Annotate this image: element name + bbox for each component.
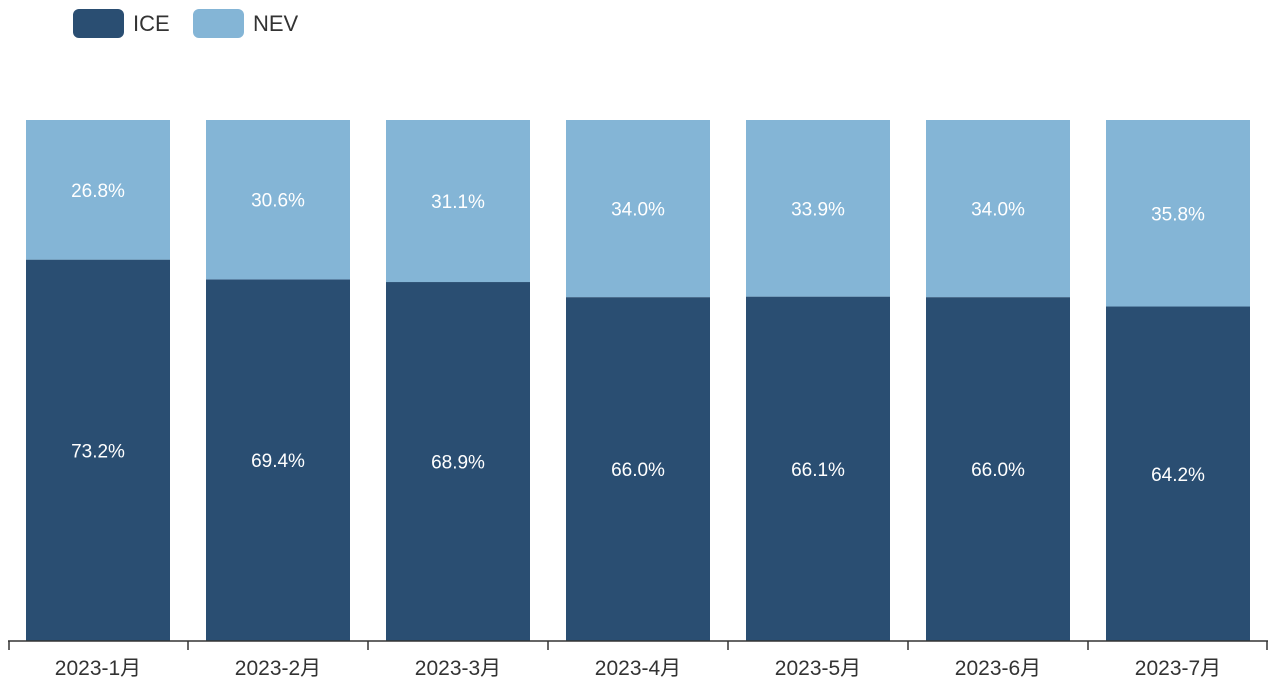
bar-ice-5[interactable]	[746, 296, 890, 641]
x-tick-label-6: 2023-6月	[955, 657, 1041, 680]
bar-nev-2[interactable]	[206, 120, 350, 280]
data-label-ice-6: 66.0%	[971, 460, 1025, 481]
data-label-nev-2: 30.6%	[251, 191, 305, 212]
bar-nev-7[interactable]	[1106, 120, 1250, 307]
data-label-ice-2: 69.4%	[251, 451, 305, 472]
x-tick-label-2: 2023-2月	[235, 657, 321, 680]
data-label-nev-5: 33.9%	[791, 199, 845, 220]
legend-item-ice[interactable]: ICE	[73, 9, 170, 38]
data-label-nev-1: 26.8%	[71, 181, 125, 202]
legend-swatch-ice	[73, 9, 124, 38]
bar-ice-6[interactable]	[926, 297, 1070, 641]
legend-label-nev: NEV	[253, 11, 299, 36]
data-label-ice-3: 68.9%	[431, 453, 485, 474]
bar-nev-4[interactable]	[566, 120, 710, 298]
legend-label-ice: ICE	[133, 11, 170, 36]
data-label-nev-3: 31.1%	[431, 192, 485, 213]
bar-ice-2[interactable]	[206, 279, 350, 641]
x-tick-label-1: 2023-1月	[55, 657, 141, 680]
bar-ice-7[interactable]	[1106, 306, 1250, 641]
x-tick-label-3: 2023-3月	[415, 657, 501, 680]
bar-ice-3[interactable]	[386, 282, 530, 641]
bar-nev-5[interactable]	[746, 120, 890, 297]
data-label-nev-4: 34.0%	[611, 200, 665, 221]
x-axis: 2023-1月 2023-2月 2023-3月 2023-4月 2023-5月 2023-…	[8, 640, 1268, 680]
bar-nev-6[interactable]	[926, 120, 1070, 298]
data-label-ice-7: 64.2%	[1151, 465, 1205, 486]
data-label-ice-1: 73.2%	[71, 441, 125, 462]
x-tick-label-7: 2023-7月	[1135, 657, 1221, 680]
bar-ice-1[interactable]	[26, 259, 170, 641]
x-tick-label-4: 2023-4月	[595, 657, 681, 680]
plot-area: 73.2% 26.8% 69.4% 30.6% 68.9% 31.1% 66.0% 34.0%…	[26, 120, 1250, 641]
bar-nev-3[interactable]	[386, 120, 530, 283]
data-label-nev-6: 34.0%	[971, 200, 1025, 221]
bar-ice-4[interactable]	[566, 297, 710, 641]
x-tick-label-5: 2023-5月	[775, 657, 861, 680]
legend-item-nev[interactable]: NEV	[193, 9, 299, 38]
legend-swatch-nev	[193, 9, 244, 38]
data-label-ice-4: 66.0%	[611, 460, 665, 481]
data-label-nev-7: 35.8%	[1151, 204, 1205, 225]
bar-nev-1[interactable]	[26, 120, 170, 260]
data-label-ice-5: 66.1%	[791, 460, 845, 481]
legend: ICE NEV	[73, 9, 299, 38]
